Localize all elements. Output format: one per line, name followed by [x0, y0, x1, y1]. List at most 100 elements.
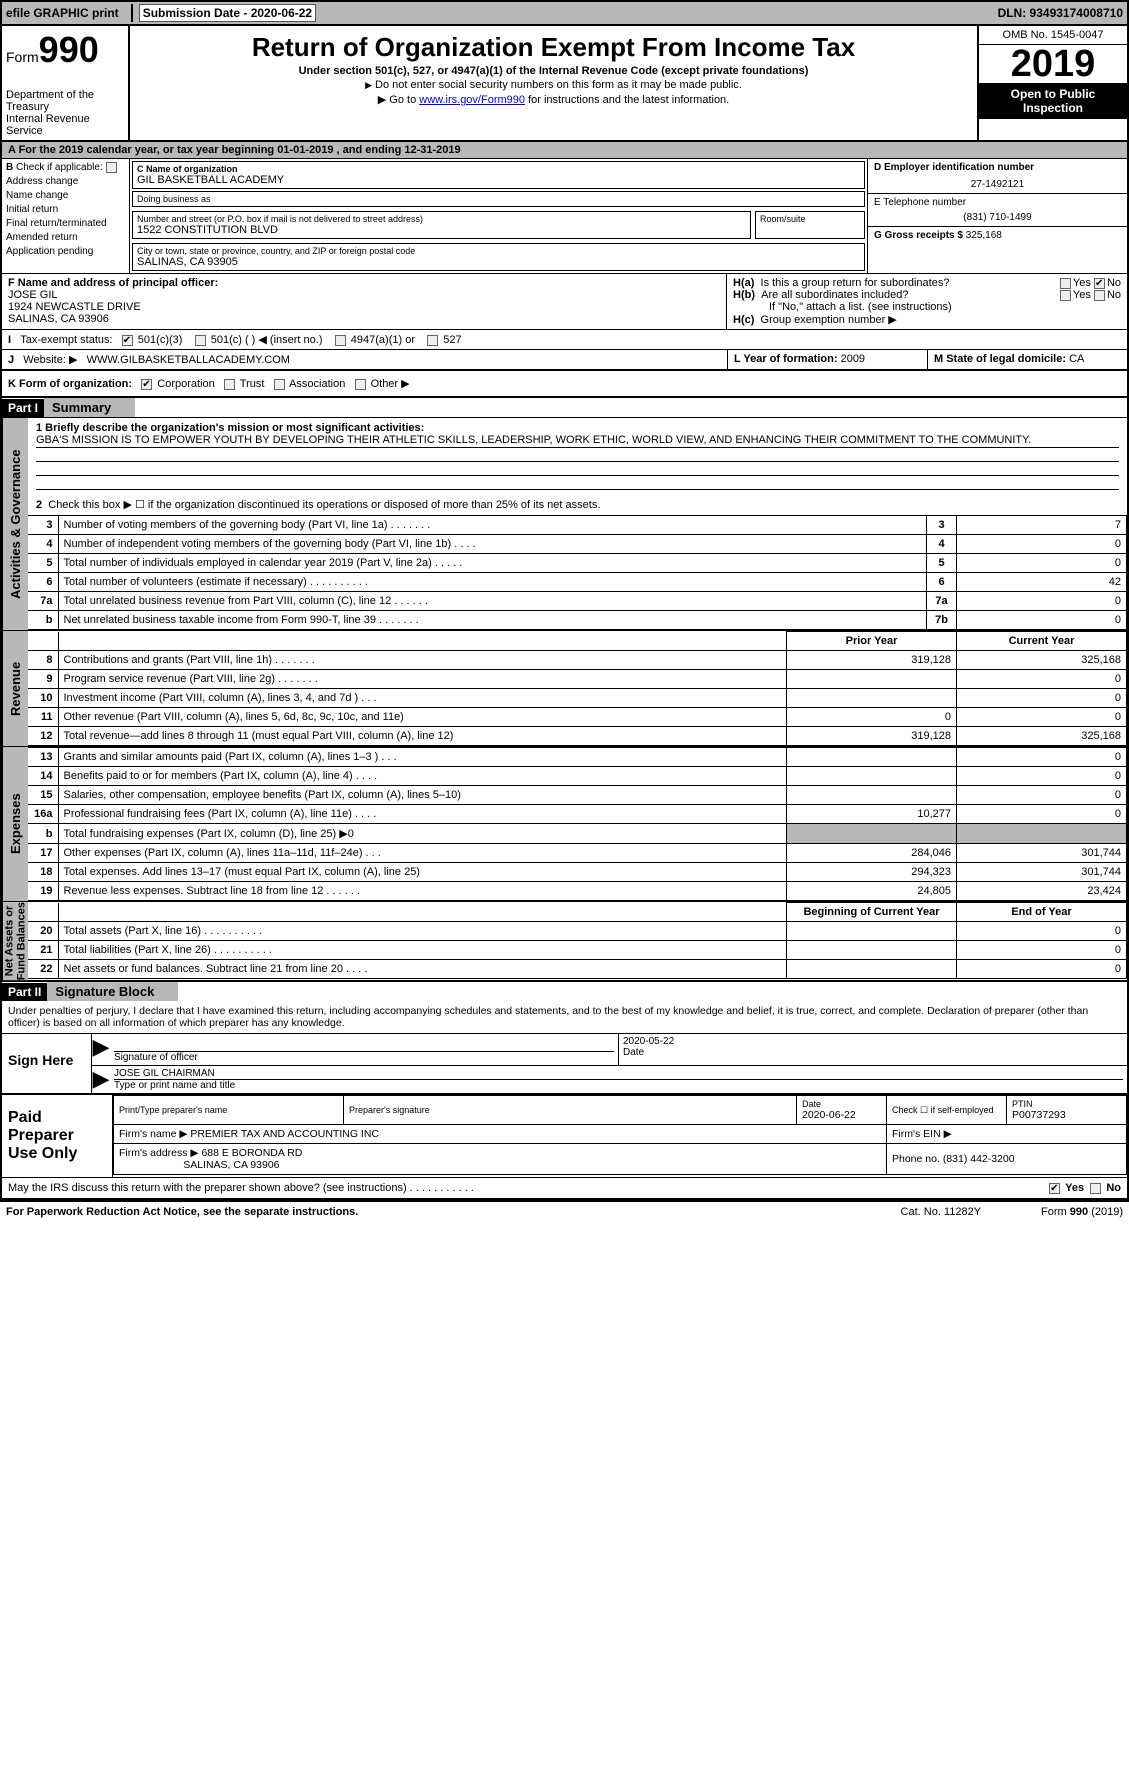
discuss-row: May the IRS discuss this return with the…: [2, 1177, 1127, 1198]
ptin-label: PTIN: [1012, 1099, 1121, 1109]
ha-yes-checkbox[interactable]: [1060, 278, 1071, 289]
opt-527: 527: [443, 334, 461, 346]
col-b-item: Initial return: [6, 204, 125, 215]
activities-governance-block: Activities & Governance 1 Briefly descri…: [2, 417, 1127, 630]
year-formation-label: L Year of formation:: [734, 353, 838, 365]
no-label: No: [1106, 1182, 1121, 1194]
501c-checkbox[interactable]: [195, 335, 206, 346]
col-b-item: Address change: [6, 176, 125, 187]
row-fh: F Name and address of principal officer:…: [2, 273, 1127, 329]
vtab-revenue: Revenue: [2, 631, 28, 746]
officer-signature-cell: Signature of officer: [110, 1034, 618, 1065]
row-i: I Tax-exempt status: 501(c)(3) 501(c) ( …: [2, 329, 1127, 349]
sub3-pre: Go to: [389, 94, 419, 106]
expenses-block: Expenses 13Grants and similar amounts pa…: [2, 746, 1127, 901]
col-c: C Name of organization GIL BASKETBALL AC…: [130, 159, 867, 273]
officer-addr2: SALINAS, CA 93906: [8, 313, 720, 325]
corp-checkbox[interactable]: [141, 379, 152, 390]
row-m: M State of legal domicile: CA: [927, 350, 1127, 369]
form-title: Return of Organization Exempt From Incom…: [140, 32, 967, 63]
opt-trust: Trust: [240, 378, 265, 390]
header-right: OMB No. 1545-0047 2019 Open to Public In…: [977, 26, 1127, 140]
sig-officer-label: Signature of officer: [114, 1052, 614, 1063]
part-i-bar: Part I: [2, 399, 44, 417]
col-f: F Name and address of principal officer:…: [2, 274, 727, 329]
footer-right: Form 990 (2019): [1041, 1206, 1123, 1218]
hb-yes-checkbox[interactable]: [1060, 290, 1071, 301]
subtitle-1: Under section 501(c), 527, or 4947(a)(1)…: [140, 65, 967, 77]
gross-cell: G Gross receipts $ 325,168: [868, 227, 1127, 244]
firm-name-label: Firm's name ▶: [119, 1128, 187, 1140]
part-i-header: Part I Summary: [2, 396, 1127, 417]
prep-date-label: Date: [802, 1099, 881, 1109]
firm-addr1: 688 E BORONDA RD: [201, 1147, 302, 1159]
hb-no-checkbox[interactable]: [1094, 290, 1105, 301]
sign-here-block: Sign Here ▶ Signature of officer 2020-05…: [2, 1033, 1127, 1093]
ha-no-checkbox[interactable]: [1094, 278, 1105, 289]
ein-label: D Employer identification number: [874, 162, 1121, 173]
officer-name-label: Type or print name and title: [114, 1080, 1123, 1091]
footer: For Paperwork Reduction Act Notice, see …: [0, 1200, 1129, 1222]
sub3-post: for instructions and the latest informat…: [525, 94, 729, 106]
part-ii-bar: Part II: [2, 983, 47, 1001]
527-checkbox[interactable]: [427, 335, 438, 346]
prep-date: 2020-06-22: [802, 1109, 881, 1121]
city-label: City or town, state or province, country…: [137, 246, 860, 256]
blank-line: [36, 448, 1119, 462]
ein-value: 27-1492121: [874, 179, 1121, 190]
yes-label: Yes: [1073, 289, 1091, 301]
checkbox[interactable]: [106, 162, 117, 173]
row-k: K Form of organization: Corporation Trus…: [2, 369, 1127, 396]
paid-preparer-label: Paid Preparer Use Only: [2, 1095, 112, 1177]
addr-label: Number and street (or P.O. box if mail i…: [137, 214, 746, 224]
4947-checkbox[interactable]: [335, 335, 346, 346]
dept: Department of the Treasury Internal Reve…: [6, 89, 124, 137]
officer-name-cell: JOSE GIL CHAIRMAN Type or print name and…: [110, 1066, 1127, 1093]
org-name-box: C Name of organization GIL BASKETBALL AC…: [132, 161, 865, 189]
header: Form990 Department of the Treasury Inter…: [2, 26, 1127, 140]
dba-label: Doing business as: [137, 194, 860, 204]
org-name-label: C Name of organization: [137, 164, 860, 174]
row-j-lm: J Website: ▶ WWW.GILBASKETBALLACADEMY.CO…: [2, 349, 1127, 369]
firm-addr-label: Firm's address ▶: [119, 1147, 199, 1159]
vtab-activities: Activities & Governance: [2, 418, 28, 630]
arrow-icon: ▶: [92, 1066, 110, 1093]
firm-phone-label: Phone no.: [892, 1153, 940, 1165]
officer-label: F Name and address of principal officer:: [8, 277, 720, 289]
col-b-label: Check if applicable:: [16, 162, 103, 173]
form-of-org-label: K Form of organization:: [8, 378, 132, 390]
yes-label: Yes: [1065, 1182, 1084, 1194]
opt-501c3: 501(c)(3): [138, 334, 183, 346]
prep-sig-label: Preparer's signature: [349, 1105, 791, 1115]
ein-cell: D Employer identification number 27-1492…: [868, 159, 1127, 194]
firm-name: PREMIER TAX AND ACCOUNTING INC: [190, 1128, 379, 1140]
section-bcd: B Check if applicable: Address changeNam…: [2, 158, 1127, 273]
header-left: Form990 Department of the Treasury Inter…: [2, 26, 130, 140]
assoc-checkbox[interactable]: [274, 379, 285, 390]
irs-link[interactable]: www.irs.gov/Form990: [419, 94, 525, 106]
q2-text: Check this box ▶ ☐ if the organization d…: [48, 499, 600, 511]
discuss-yes-checkbox[interactable]: [1049, 1183, 1060, 1194]
gross-label: G Gross receipts $: [874, 230, 963, 241]
expenses-table: 13Grants and similar amounts paid (Part …: [28, 747, 1127, 901]
trust-checkbox[interactable]: [224, 379, 235, 390]
other-checkbox[interactable]: [355, 379, 366, 390]
opt-other: Other ▶: [371, 378, 410, 390]
col-b-item: Amended return: [6, 232, 125, 243]
hc-label: Group exemption number ▶: [761, 314, 897, 326]
netassets-block: Net Assets or Fund Balances Beginning of…: [2, 901, 1127, 980]
sig-date: 2020-05-22: [623, 1036, 1123, 1047]
year-formation: 2009: [841, 353, 865, 365]
dln: DLN: 93493174008710: [998, 6, 1123, 20]
mission-label: 1 Briefly describe the organization's mi…: [36, 422, 1119, 434]
discuss-no-checkbox[interactable]: [1090, 1183, 1101, 1194]
opt-assoc: Association: [289, 378, 345, 390]
addr-box: Number and street (or P.O. box if mail i…: [132, 211, 751, 239]
col-b: B Check if applicable: Address changeNam…: [2, 159, 130, 273]
col-b-item: Final return/terminated: [6, 218, 125, 229]
501c3-checkbox[interactable]: [122, 335, 133, 346]
subtitle-2: Do not enter social security numbers on …: [140, 79, 967, 91]
blank-line: [36, 476, 1119, 490]
officer-print-name: JOSE GIL CHAIRMAN: [114, 1068, 1123, 1080]
paid-preparer-block: Paid Preparer Use Only Print/Type prepar…: [2, 1093, 1127, 1177]
